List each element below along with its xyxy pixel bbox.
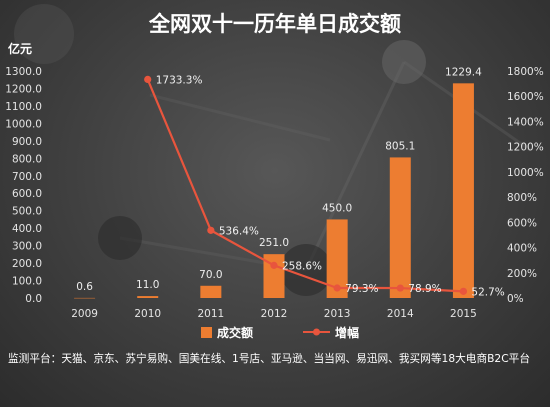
decor-circle (14, 4, 74, 64)
bar-value-label-2014: 805.1 (385, 140, 415, 152)
x-axis-tick-label: 2013 (324, 308, 351, 320)
growth-rate-label-2013: 79.3% (345, 283, 378, 295)
y-axis-tick-label: 1100.0 (5, 101, 42, 113)
bar-2009 (74, 297, 96, 299)
bar-value-label-2010: 11.0 (136, 279, 159, 291)
bar-2012 (263, 254, 285, 298)
bar-2015 (452, 83, 474, 298)
y-axis-tick-label: 1300.0 (5, 66, 42, 78)
growth-rate-label-2014: 78.9% (408, 283, 441, 295)
growth-rate-point-2010 (144, 75, 152, 84)
growth-rate-label-2012: 258.6% (282, 260, 322, 272)
x-axis-tick-label: 2015 (450, 308, 477, 320)
y2-axis-tick-label: 1400% (507, 116, 544, 128)
bar-value-label-2011: 70.0 (199, 269, 222, 281)
y2-axis-tick-label: 1000% (507, 167, 544, 179)
bar-2013 (326, 219, 348, 298)
decor-circle (98, 216, 142, 260)
growth-rate-point-2014 (396, 284, 404, 292)
y2-axis-tick-label: 600% (507, 217, 537, 229)
x-axis-ticks: 2009 2010 2011 2012 2013 2014 2015 (71, 308, 477, 320)
legend-bar-swatch (201, 327, 212, 338)
decor-line (304, 61, 406, 271)
bar-2014 (389, 157, 411, 298)
y2-axis-tick-label: 0% (507, 293, 524, 305)
growth-rate-label-2010: 1733.3% (156, 74, 203, 86)
y-axis-tick-label: 200.0 (12, 258, 42, 270)
bar-value-label-2009: 0.6 (76, 281, 93, 293)
decor-circle (280, 244, 332, 296)
legend-bar-label: 成交额 (217, 325, 253, 340)
y-axis-ticks: 0.0 100.0 200.0 300.0 400.0 500.0 600.0 700.0 80… (5, 66, 42, 305)
bar-2010 (137, 296, 159, 298)
y-axis-tick-label: 1000.0 (5, 118, 42, 130)
legend: 成交额 增幅 (201, 325, 359, 340)
bar-value-label-2015: 1229.4 (445, 66, 482, 78)
y-axis-tick-label: 800.0 (12, 153, 42, 165)
data-labels: 0.6 11.0 70.0 251.0 450.0 805.1 1229.4 1733.3% 5… (76, 66, 505, 298)
y2-axis-tick-label: 1200% (507, 142, 544, 154)
y-axis-tick-label: 1200.0 (5, 83, 42, 95)
y-axis-tick-label: 300.0 (12, 241, 42, 253)
bar-value-label-2012: 251.0 (259, 237, 289, 249)
source-note: 监测平台：天猫、京东、苏宁易购、国美在线、1号店、亚马逊、当当网、易迅网、我买网… (8, 351, 530, 365)
y2-axis-tick-label: 1600% (507, 91, 544, 103)
y2-axis-tick-label: 200% (507, 268, 537, 280)
growth-rate-line (146, 78, 464, 293)
decor-circle (382, 40, 426, 84)
x-axis-tick-label: 2010 (134, 308, 161, 320)
bar-series (74, 83, 474, 299)
legend-line-marker (313, 328, 320, 336)
background-decoration (14, 4, 531, 296)
decor-line (149, 93, 331, 142)
y-axis-label: 亿元 (8, 41, 32, 56)
x-axis-tick-label: 2014 (387, 308, 414, 320)
y2-axis-tick-label: 1800% (507, 66, 544, 78)
growth-rate-label-2011: 536.4% (219, 225, 259, 237)
y-axis-tick-label: 0.0 (25, 293, 42, 305)
bar-2011 (200, 285, 222, 298)
growth-rate-point-2011 (207, 226, 215, 234)
growth-rate-point-2012 (270, 261, 278, 269)
legend-line-label: 增幅 (335, 325, 359, 340)
y-axis-tick-label: 700.0 (12, 171, 42, 183)
x-axis-tick-label: 2009 (71, 308, 98, 320)
y2-axis-ticks: 0% 200% 400% 600% 800% 1000% 1200% 1400% 1600% 18… (507, 66, 544, 305)
bar-value-label-2013: 450.0 (322, 202, 352, 214)
y-axis-tick-label: 500.0 (12, 206, 42, 218)
chart-title: 全网双十一历年单日成交额 (148, 12, 401, 36)
y-axis-tick-label: 100.0 (12, 276, 42, 288)
y-axis-tick-label: 600.0 (12, 188, 42, 200)
line-series (144, 75, 468, 295)
growth-rate-point-2015 (459, 287, 468, 295)
y-axis-tick-label: 400.0 (12, 223, 42, 235)
x-axis-tick-label: 2012 (261, 308, 288, 320)
x-axis-tick-label: 2011 (197, 308, 224, 320)
growth-rate-label-2015: 52.7% (471, 286, 504, 298)
growth-rate-point-2013 (333, 284, 341, 292)
y2-axis-tick-label: 800% (507, 192, 537, 204)
y2-axis-tick-label: 400% (507, 243, 537, 255)
y-axis-tick-label: 900.0 (12, 136, 42, 148)
